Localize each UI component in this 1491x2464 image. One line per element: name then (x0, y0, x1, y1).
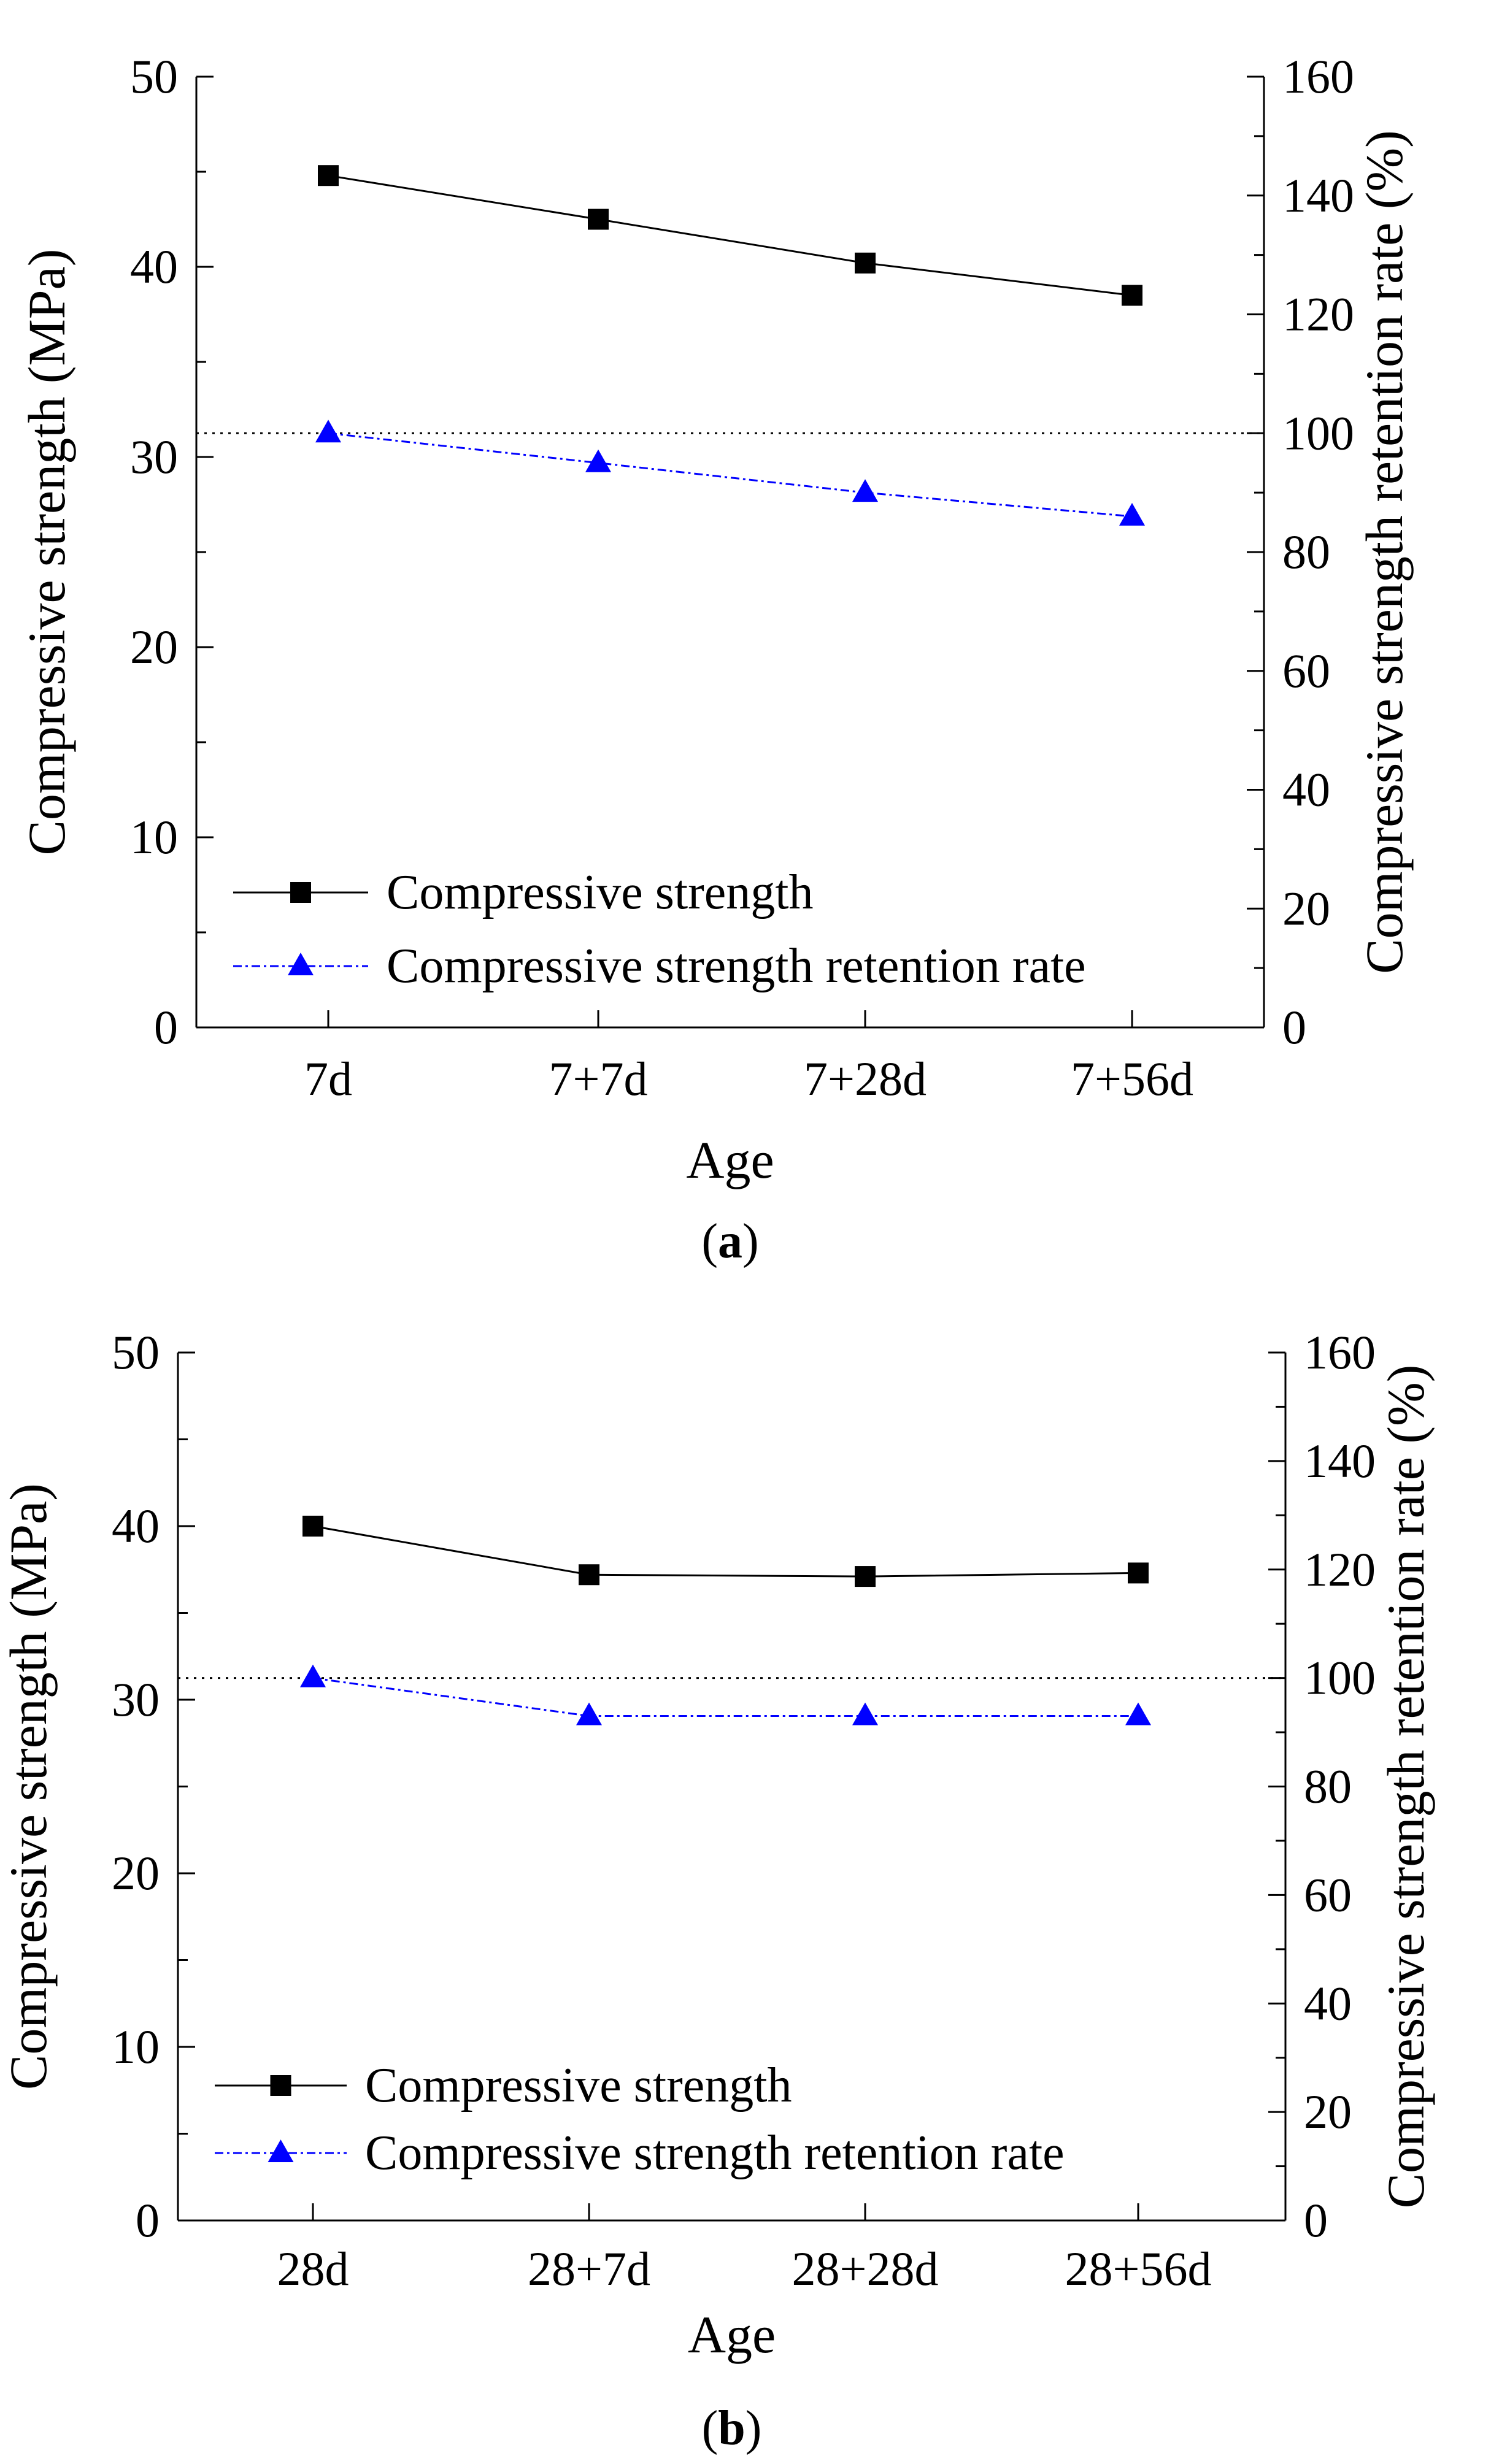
left-tick-label: 40 (112, 1499, 160, 1552)
panel-label-letter: a (718, 1215, 742, 1268)
left-tick-label: 40 (130, 240, 178, 293)
data-point-square (855, 1566, 876, 1587)
series-line-compressive-strength (328, 174, 1133, 296)
right-tick-label: 40 (1304, 1976, 1352, 2030)
left-tick-label: 20 (112, 1846, 160, 1900)
series-line-compressive-strength (312, 1525, 1139, 1578)
left-tick-label: 20 (130, 620, 178, 674)
data-point-square (318, 165, 339, 186)
right-tick-label: 0 (1282, 1000, 1306, 1054)
data-point-triangle (852, 1702, 878, 1725)
right-tick-label: 60 (1282, 644, 1330, 697)
right-tick-label: 100 (1282, 406, 1354, 459)
right-tick-label: 40 (1282, 763, 1330, 816)
left-tick-label: 10 (112, 2020, 160, 2073)
y-axis-title: Compressive strength (MPa) (0, 1483, 58, 2090)
chart-panel-a: 0 10 20 30 40 50 0 20 40 60 80 100 120 140 160 7d 7+7d 7+… (17, 50, 1414, 1268)
x-tick-label: 28+7d (528, 2242, 650, 2295)
right-tick-label: 140 (1282, 169, 1354, 222)
panel-label: (a) (701, 1215, 758, 1268)
data-point-triangle (300, 1664, 326, 1687)
panel-label-open-paren: ( (701, 1215, 718, 1268)
series-line-retention-rate (312, 1677, 1138, 1718)
right-tick-label: 160 (1304, 1326, 1376, 1379)
x-tick-label: 7+56d (1071, 1052, 1193, 1105)
legend-label: Compressive strength retention rate (365, 2126, 1065, 2180)
y2-axis-title: Compressive strength retention rate (%) (1355, 130, 1414, 974)
left-tick-label: 0 (154, 1000, 178, 1054)
legend-marker-triangle (268, 2140, 294, 2162)
right-tick-label: 120 (1304, 1543, 1376, 1596)
x-tick-label: 28+28d (792, 2242, 939, 2295)
panel-label-open-paren: ( (702, 2401, 719, 2455)
data-point-triangle (576, 1702, 602, 1725)
panel-label-close-paren: ) (742, 1215, 759, 1268)
legend-marker-triangle (288, 953, 314, 975)
x-tick-label: 28+56d (1065, 2242, 1212, 2295)
right-tick-label: 80 (1282, 525, 1330, 578)
x-tick-label: 7+7d (549, 1052, 648, 1105)
panel-label-close-paren: ) (746, 2401, 762, 2455)
x-axis-title: Age (686, 1130, 774, 1189)
data-point-square (1122, 285, 1142, 306)
data-point-triangle (852, 479, 878, 502)
panel-label-letter: b (718, 2401, 746, 2455)
left-tick-label: 50 (112, 1326, 160, 1379)
right-tick-label: 160 (1282, 50, 1354, 103)
data-point-triangle (1119, 502, 1145, 526)
x-axis-title: Age (688, 2305, 776, 2364)
data-point-square (1128, 1562, 1149, 1584)
data-point-triangle (585, 449, 611, 472)
x-tick-label: 7d (304, 1052, 352, 1105)
data-point-square (588, 209, 609, 230)
y2-axis-title: Compressive strength retention rate (%) (1376, 1365, 1435, 2209)
series-line-retention-rate (328, 432, 1133, 518)
legend-marker-square (270, 2075, 291, 2096)
data-point-square (855, 252, 876, 274)
right-tick-label: 140 (1304, 1434, 1376, 1487)
legend-label: Compressive strength (365, 2059, 792, 2113)
data-point-triangle (315, 420, 341, 443)
right-tick-label: 60 (1304, 1868, 1352, 1921)
x-tick-label: 28d (277, 2242, 349, 2295)
left-tick-label: 0 (136, 2193, 160, 2247)
legend-label: Compressive strength retention rate (387, 939, 1086, 993)
data-point-square (302, 1516, 323, 1537)
right-tick-label: 20 (1282, 881, 1330, 935)
y-axis-title: Compressive strength (MPa) (17, 249, 76, 856)
left-tick-label: 30 (112, 1673, 160, 1726)
right-tick-label: 80 (1304, 1760, 1352, 1813)
legend-label: Compressive strength (387, 865, 813, 919)
data-point-triangle (1125, 1702, 1151, 1725)
data-point-square (579, 1564, 599, 1586)
right-tick-label: 100 (1304, 1651, 1376, 1705)
chart-panel-b: 0 10 20 30 40 50 0 20 40 60 80 100 120 140 160 28d 28+7d… (0, 1326, 1435, 2455)
left-tick-label: 30 (130, 430, 178, 483)
panel-label: (b) (702, 2401, 762, 2455)
x-tick-label: 7+28d (804, 1052, 927, 1105)
right-tick-label: 120 (1282, 288, 1354, 341)
right-tick-label: 20 (1304, 2085, 1352, 2138)
right-tick-label: 0 (1304, 2193, 1328, 2247)
left-tick-label: 10 (130, 810, 178, 864)
left-tick-label: 50 (130, 50, 178, 103)
legend-marker-square (290, 882, 311, 903)
